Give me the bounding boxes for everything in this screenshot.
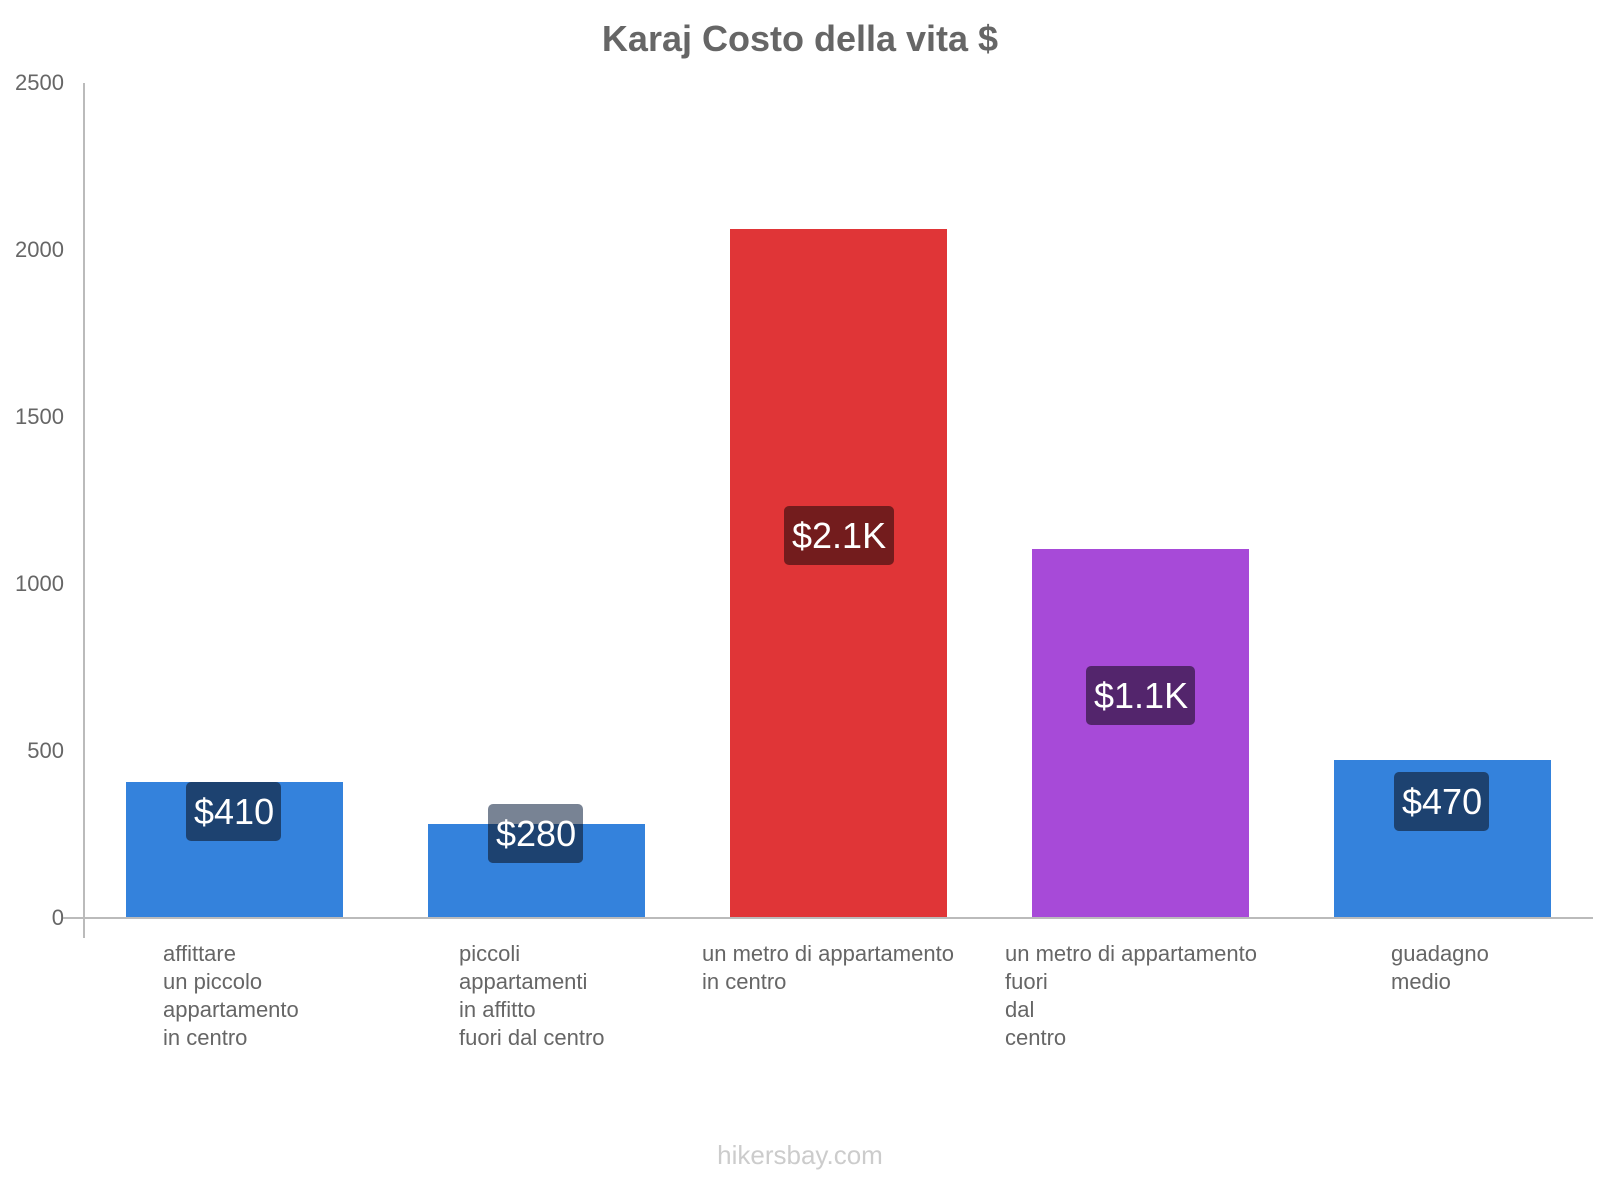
- bar-value-label: $470: [1394, 772, 1489, 831]
- x-category-label: un metro di appartamento in centro: [702, 941, 954, 994]
- x-category-label: affittare un piccolo appartamento in cen…: [163, 941, 299, 1050]
- y-tick-label: 2000: [15, 237, 64, 262]
- y-tick-label: 2500: [15, 70, 64, 95]
- bar-value-label-bg: [488, 824, 583, 863]
- x-category-label: un metro di appartamento fuori dal centr…: [1005, 941, 1257, 1050]
- x-category-label: guadagno medio: [1391, 941, 1489, 994]
- bar-sqm-apartment-outside-center: [1032, 549, 1249, 918]
- x-axis-line: [63, 917, 1593, 919]
- chart-title: Karaj Costo della vita $: [601, 18, 999, 59]
- bar-value-label: $1.1K: [1086, 666, 1195, 725]
- bar-value-label-text: $280: [496, 813, 577, 854]
- footer-watermark: hikersbay.com: [717, 1140, 883, 1170]
- bar-value-label: $410: [186, 782, 281, 841]
- y-tick-label: 1500: [15, 404, 64, 429]
- bar-sqm-apartment-center: [730, 229, 947, 918]
- bar-value-label: $2.1K: [784, 506, 894, 565]
- y-tick-label: 500: [27, 738, 64, 763]
- x-category-label: piccoli appartamenti in affitto fuori da…: [459, 941, 605, 1050]
- y-tick-label: 0: [51, 905, 64, 930]
- y-tick-label: 1000: [15, 571, 64, 596]
- y-axis-line: [83, 83, 85, 938]
